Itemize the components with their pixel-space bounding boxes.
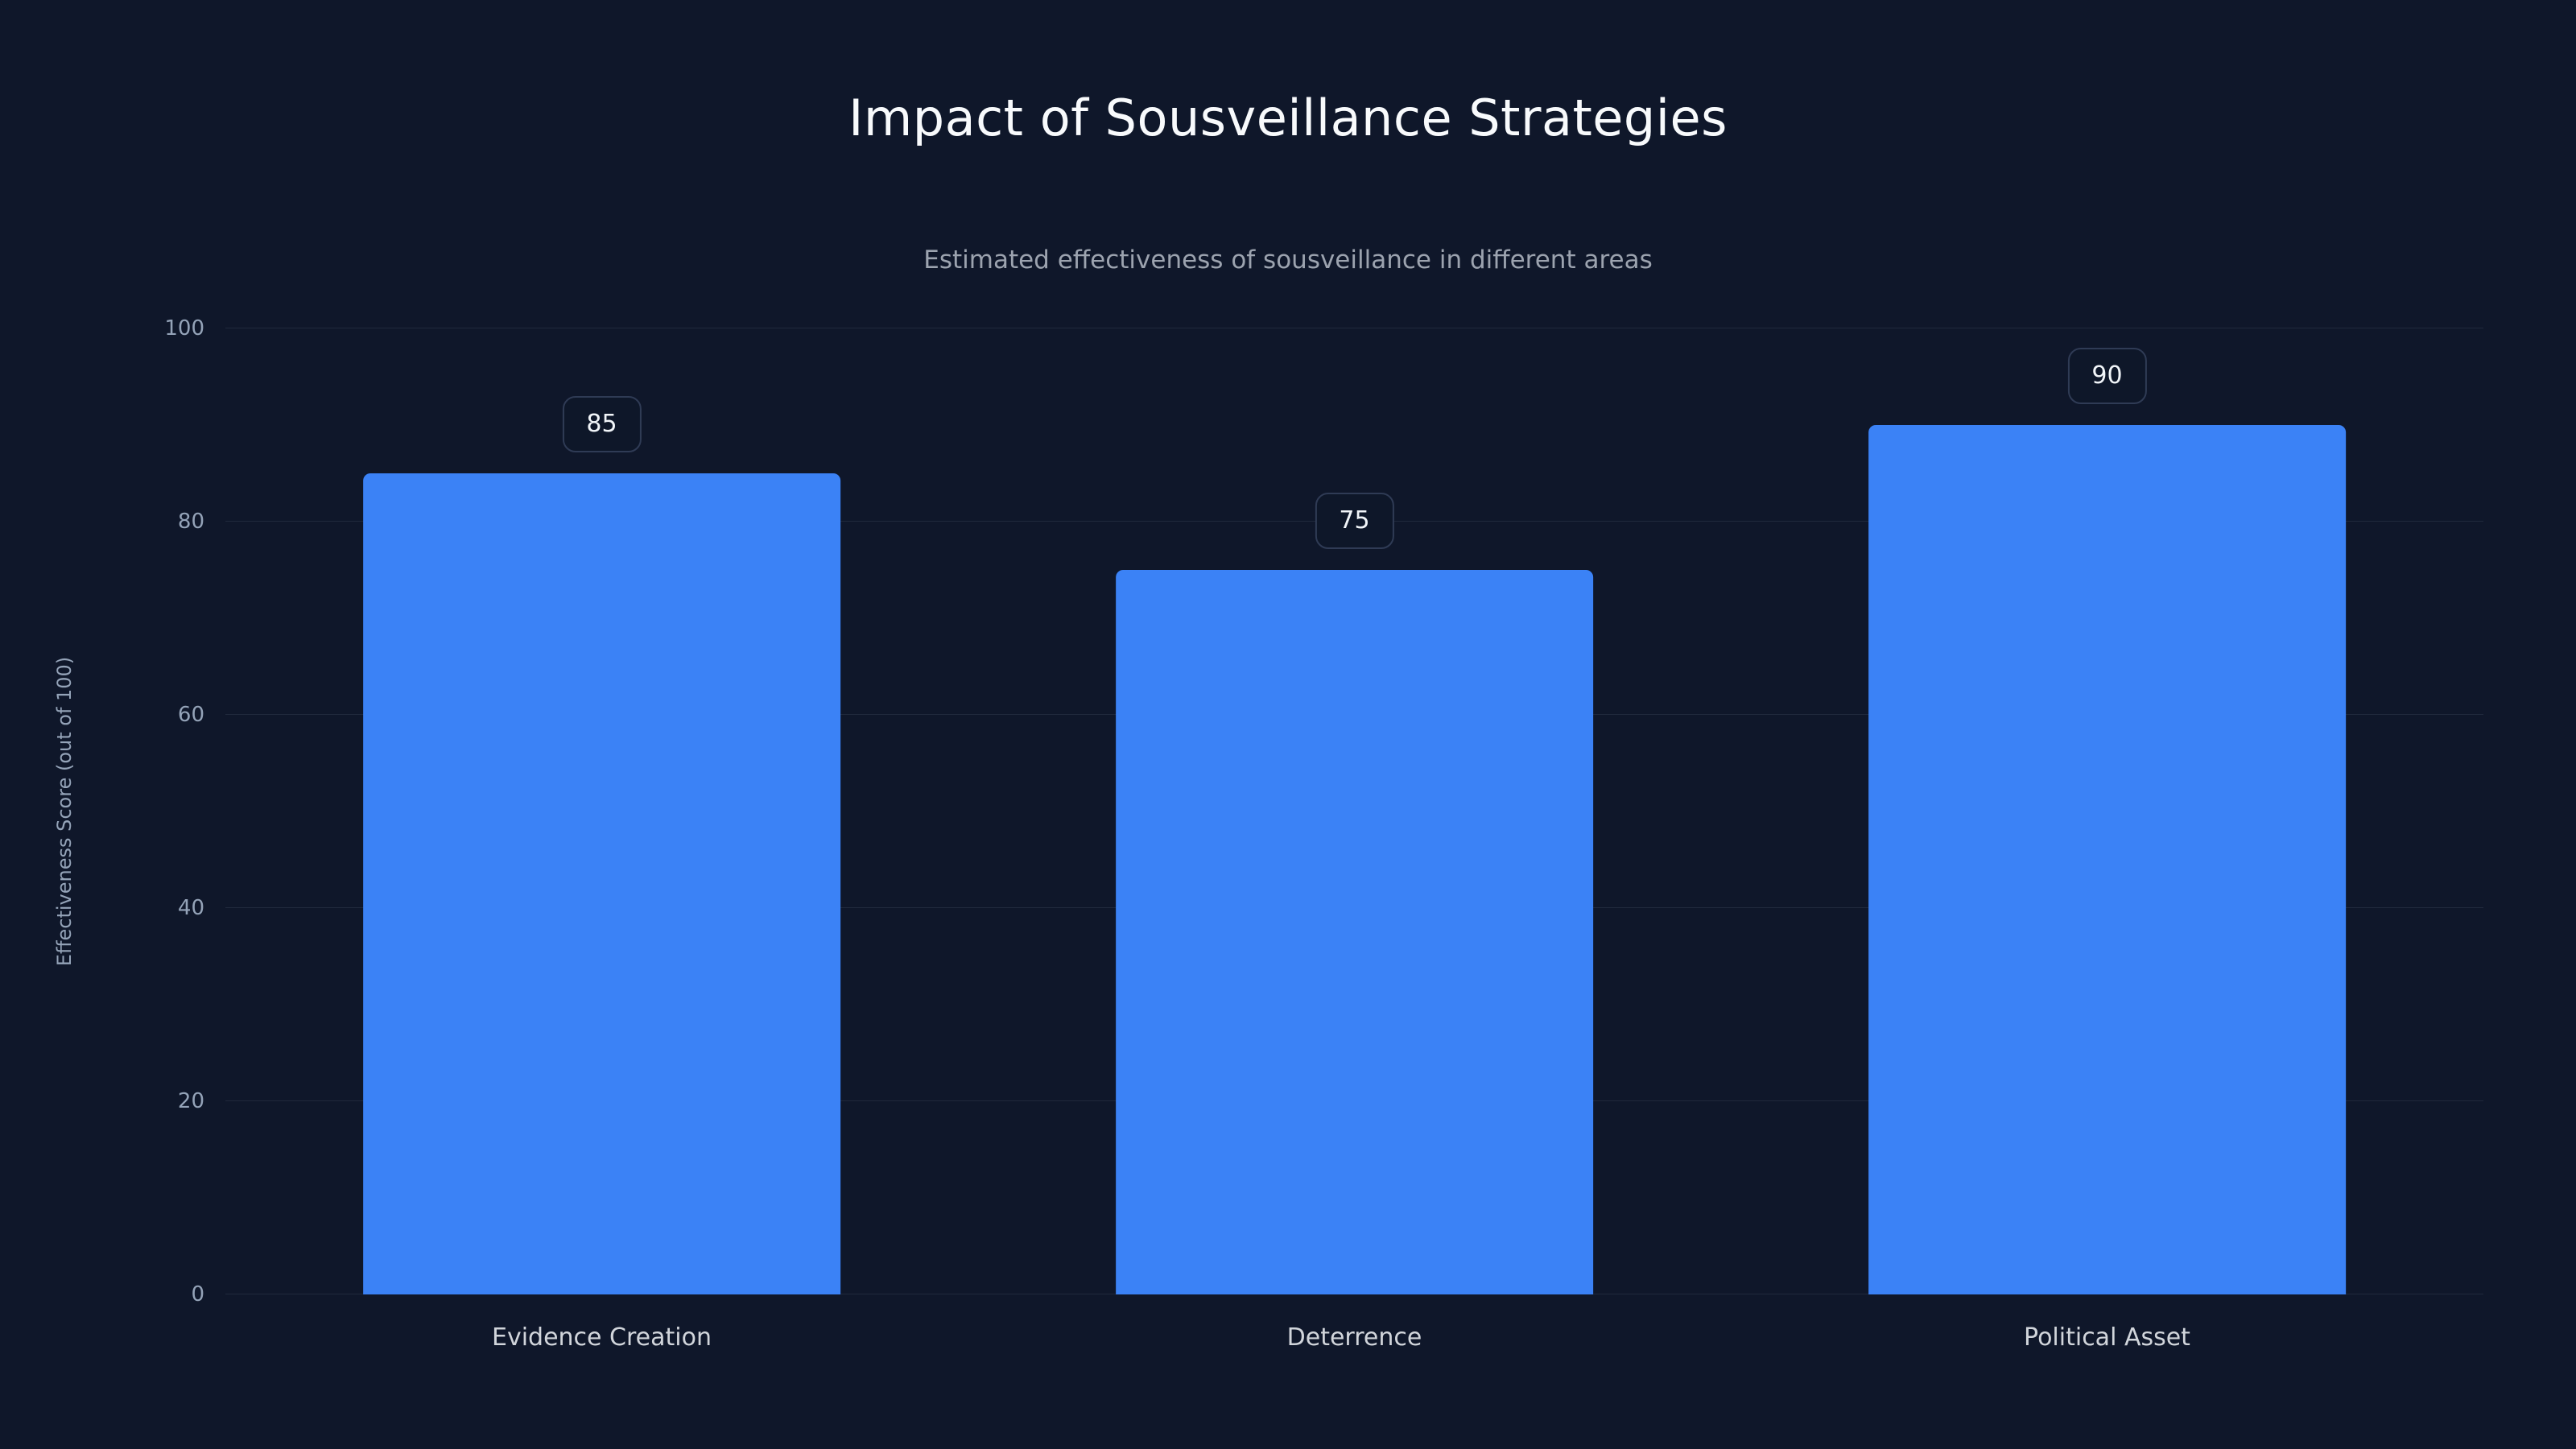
bar-political-asset: [1868, 425, 2347, 1294]
chart-title: Impact of Sousveillance Strategies: [848, 89, 1728, 147]
bar-column-evidence-creation: 85: [225, 328, 978, 1294]
bar-column-political-asset: 90: [1731, 328, 2483, 1294]
bar-columns: 85 75 90: [225, 328, 2483, 1294]
x-axis-label-evidence-creation: Evidence Creation: [492, 1323, 712, 1352]
y-axis-title-text: Effectiveness Score (out of 100): [53, 656, 76, 967]
value-badge-political-asset: 90: [2067, 348, 2147, 404]
plot-area: 0 20 40 60 80 100 85 75 90: [164, 316, 2483, 1307]
y-tick-label-100: 100: [164, 316, 204, 341]
value-badge-evidence-creation: 85: [562, 396, 642, 452]
y-tick-label-60: 60: [177, 703, 204, 727]
bar-column-deterrence: 75: [978, 328, 1731, 1294]
chart-plot-wrapper: 0 20 40 60 80 100 85 75 90 Evidence Creation Dete…: [164, 316, 2483, 1352]
y-tick-label-0: 0: [191, 1282, 204, 1307]
x-axis-label-deterrence: Deterrence: [1286, 1323, 1422, 1352]
bar-evidence-creation: [362, 473, 841, 1294]
x-axis-labels: Evidence Creation Deterrence Political Ass…: [225, 1323, 2483, 1352]
y-tick-label-80: 80: [177, 510, 204, 534]
y-tick-label-20: 20: [177, 1089, 204, 1113]
bar-deterrence: [1115, 570, 1594, 1294]
x-axis-label-political-asset: Political Asset: [2024, 1323, 2190, 1352]
chart-subtitle: Estimated effectiveness of sousveillance…: [923, 246, 1653, 275]
value-badge-deterrence: 75: [1315, 493, 1394, 549]
y-tick-label-40: 40: [177, 896, 204, 920]
